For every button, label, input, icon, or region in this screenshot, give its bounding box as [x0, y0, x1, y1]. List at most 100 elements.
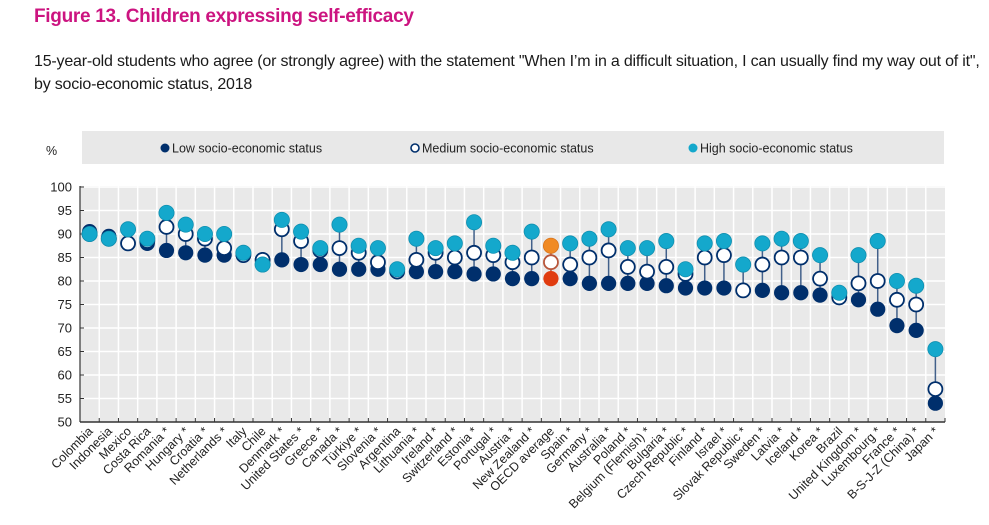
- category-group: [658, 233, 675, 294]
- category-group: [350, 237, 367, 277]
- category-group: [792, 233, 809, 301]
- category-group: [485, 237, 502, 282]
- point-high: [581, 230, 598, 247]
- point-medium: [696, 249, 713, 266]
- category-group: [754, 235, 771, 298]
- point-high: [888, 272, 905, 289]
- point-high: [273, 211, 290, 228]
- point-low: [677, 280, 694, 296]
- y-axis-unit-label: %: [46, 144, 57, 158]
- category-group: [196, 225, 213, 263]
- point-high: [158, 204, 175, 221]
- legend-marker: [410, 143, 420, 153]
- category-group: [100, 228, 117, 247]
- y-tick-label: 65: [58, 344, 72, 359]
- figure-subtitle: 15-year-old students who agree (or stron…: [34, 53, 980, 93]
- point-medium: [619, 258, 636, 275]
- category-group: [850, 247, 867, 308]
- point-high: [369, 240, 386, 257]
- point-high: [139, 230, 156, 247]
- point-high: [927, 341, 944, 358]
- category-group: [696, 235, 713, 296]
- point-low: [601, 275, 617, 291]
- point-high: [331, 216, 348, 233]
- legend: Low socio-economic status Medium socio-ec…: [160, 142, 853, 156]
- y-tick-label: 85: [58, 250, 72, 265]
- point-low: [754, 282, 770, 298]
- point-medium: [543, 254, 559, 271]
- point-high: [427, 240, 444, 257]
- point-high: [466, 214, 483, 231]
- point-low: [793, 285, 809, 301]
- point-low: [850, 292, 867, 308]
- category-group: [446, 235, 463, 280]
- point-low: [639, 275, 655, 291]
- point-low: [927, 395, 943, 411]
- point-low: [543, 271, 559, 287]
- point-low: [620, 275, 636, 291]
- point-low: [447, 264, 463, 280]
- point-high: [216, 225, 233, 242]
- point-medium: [889, 291, 905, 308]
- point-medium: [716, 247, 732, 264]
- category-group: [542, 237, 559, 287]
- legend-label: Low socio-economic status: [172, 142, 322, 156]
- point-high: [523, 223, 540, 240]
- point-high: [619, 240, 636, 257]
- category-group: [312, 240, 329, 273]
- point-high: [850, 247, 867, 264]
- point-low: [581, 275, 597, 291]
- point-high: [562, 235, 579, 252]
- point-low: [485, 266, 501, 282]
- point-low: [331, 261, 348, 277]
- category-group: [235, 244, 252, 264]
- category-group: [120, 221, 137, 252]
- y-tick-label: 80: [58, 274, 72, 289]
- category-group: [293, 223, 310, 273]
- point-high: [177, 216, 194, 233]
- category-group: [273, 211, 290, 268]
- category-group: [331, 216, 348, 277]
- point-high: [696, 235, 713, 252]
- y-tick-label: 60: [58, 368, 72, 383]
- point-low: [774, 285, 790, 301]
- point-high: [504, 244, 521, 261]
- y-tick-label: 95: [58, 203, 72, 218]
- point-low: [562, 271, 578, 287]
- category-group: [888, 272, 905, 334]
- point-low: [697, 280, 713, 296]
- point-high: [312, 240, 329, 257]
- point-medium: [523, 249, 540, 266]
- category-group: [600, 221, 617, 291]
- category-group: [81, 224, 98, 242]
- category-group: [908, 277, 925, 338]
- point-medium: [812, 270, 828, 287]
- category-group: [254, 251, 271, 273]
- point-high: [658, 233, 675, 250]
- point-medium: [331, 240, 348, 257]
- category-group: [927, 341, 944, 411]
- point-medium: [639, 263, 655, 280]
- legend-label: Medium socio-economic status: [422, 142, 594, 156]
- point-low: [524, 271, 540, 287]
- point-high: [235, 244, 252, 261]
- point-high: [485, 237, 502, 254]
- category-group: [812, 247, 829, 303]
- point-low: [908, 322, 924, 338]
- y-tick-label: 75: [58, 297, 72, 312]
- legend-item: Medium socio-economic status: [410, 142, 594, 156]
- point-low: [293, 256, 309, 273]
- category-group: [158, 204, 175, 259]
- legend-label: High socio-economic status: [700, 142, 853, 156]
- point-low: [504, 271, 521, 287]
- category-group: [619, 240, 636, 291]
- point-medium: [370, 254, 386, 271]
- y-tick-label: 70: [58, 321, 72, 336]
- point-medium: [927, 381, 944, 398]
- point-high: [908, 277, 925, 294]
- figure-title: Figure 13. Children expressing self-effi…: [34, 6, 414, 27]
- point-low: [870, 301, 886, 317]
- point-low: [158, 242, 175, 259]
- point-low: [197, 247, 213, 263]
